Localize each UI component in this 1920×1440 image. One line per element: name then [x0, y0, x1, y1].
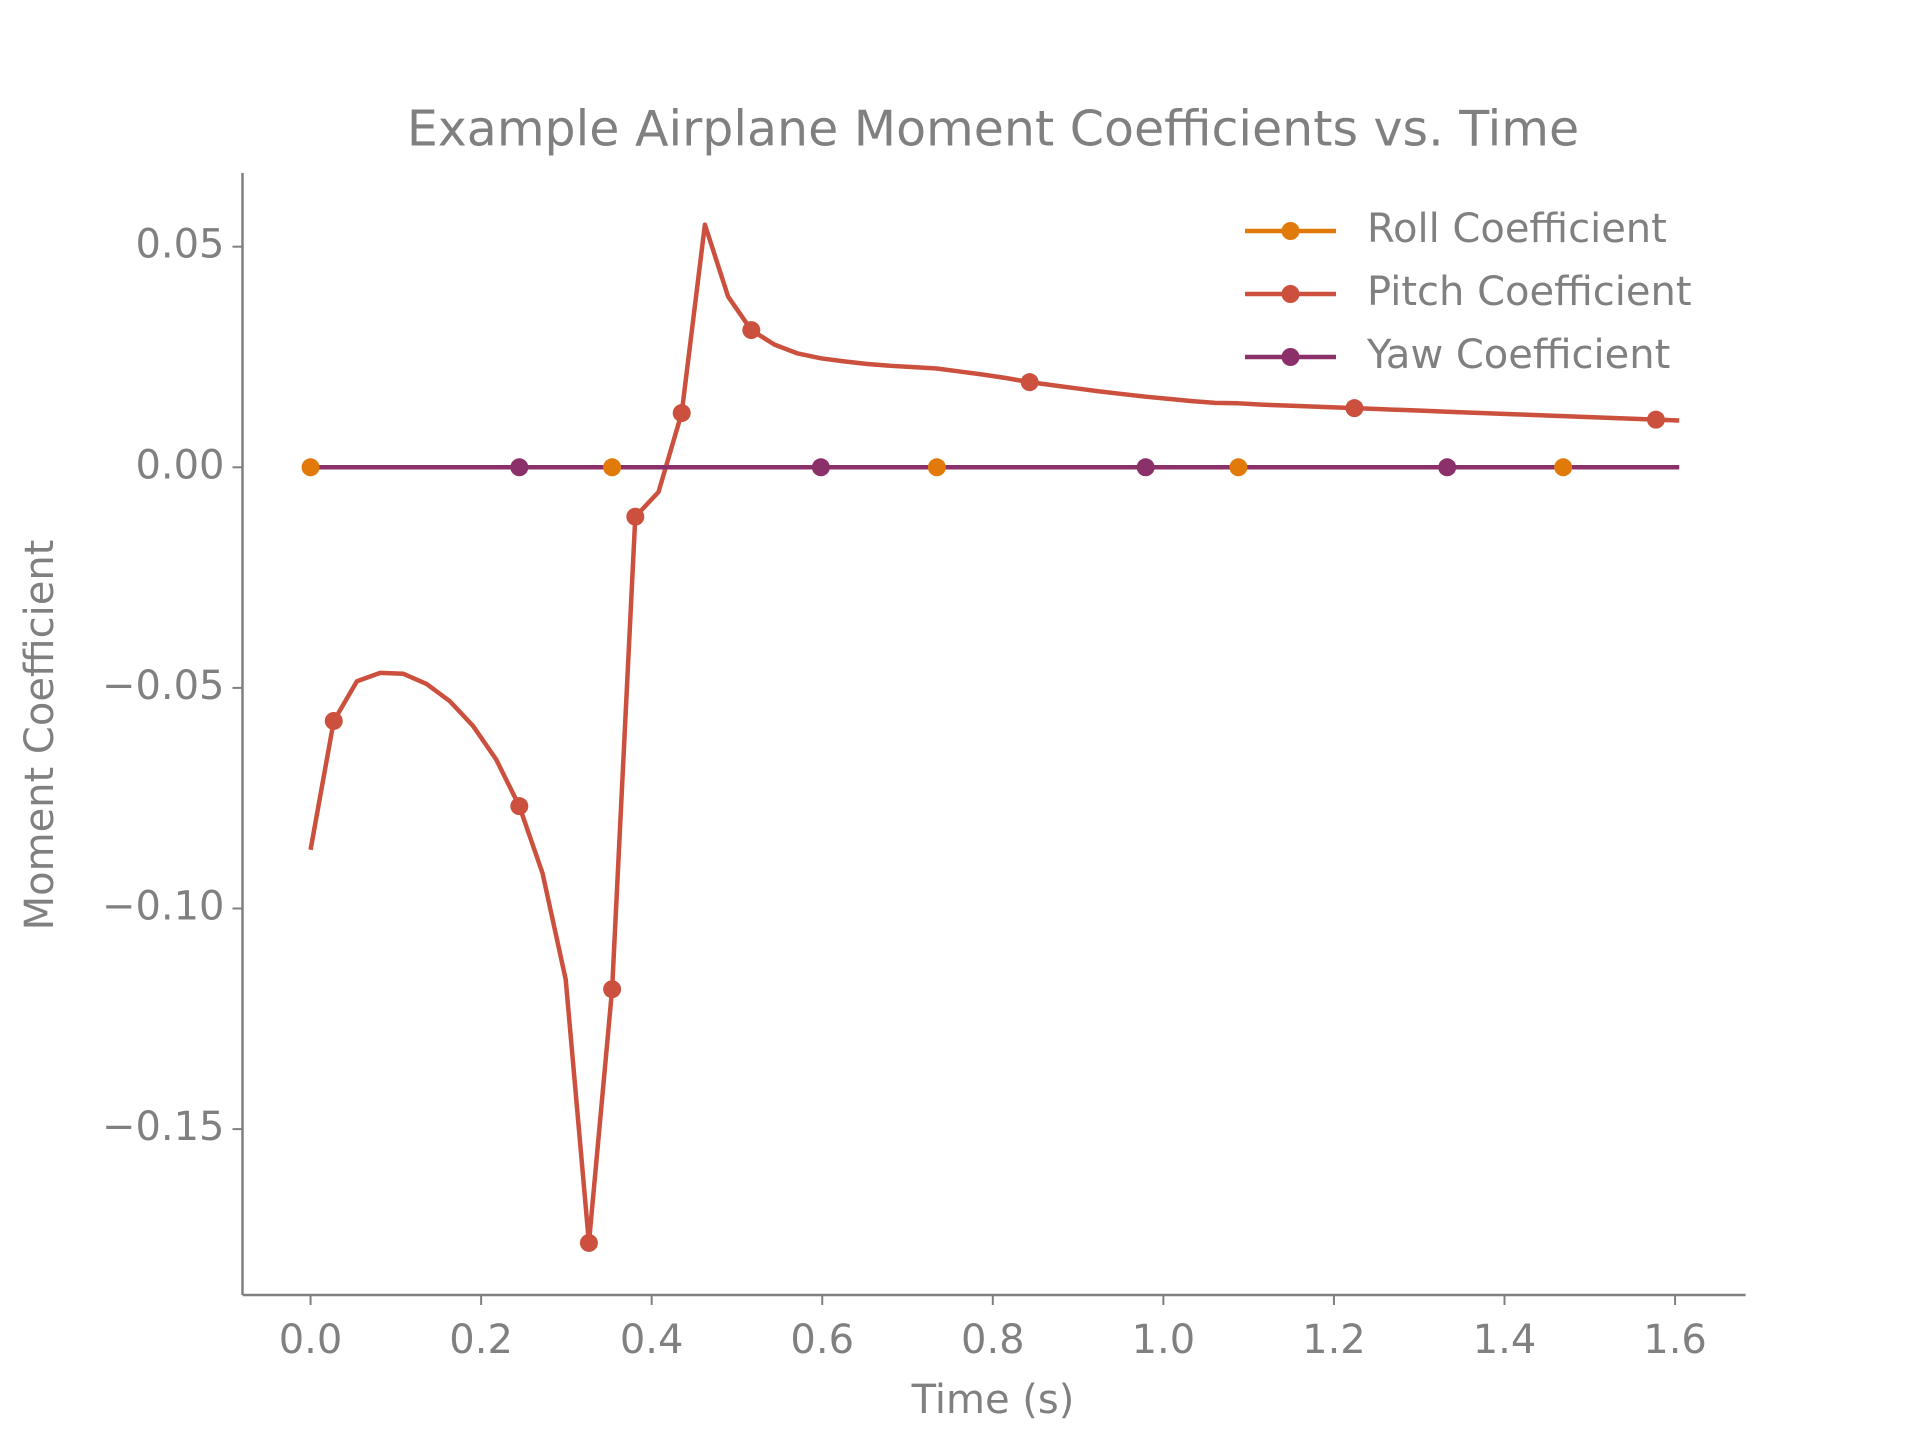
data-marker — [603, 980, 622, 999]
x-tick-label: 0.8 — [961, 1317, 1025, 1363]
data-marker — [603, 458, 622, 477]
series-line — [308, 222, 1680, 1246]
data-marker — [927, 458, 946, 477]
legend-marker — [1281, 348, 1300, 366]
legend-label: Pitch Coefficient — [1367, 269, 1692, 315]
data-marker — [742, 321, 761, 340]
x-tick-label: 1.6 — [1643, 1317, 1707, 1363]
x-tick-label: 0.6 — [790, 1317, 854, 1363]
y-tick-label: 0.05 — [135, 222, 224, 268]
data-marker — [1229, 458, 1248, 477]
chart-title: Example Airplane Moment Coefficients vs.… — [407, 101, 1579, 158]
data-marker — [510, 797, 529, 816]
x-tick-label: 0.2 — [449, 1317, 513, 1363]
data-marker — [626, 507, 645, 526]
y-axis-label: Moment Coefficient — [17, 540, 63, 931]
data-marker — [1554, 458, 1573, 477]
data-marker — [1438, 458, 1457, 477]
x-tick-label: 0.4 — [620, 1317, 684, 1363]
data-marker — [1020, 373, 1039, 392]
data-marker — [1136, 458, 1155, 477]
x-tick-label: 0.0 — [279, 1317, 343, 1363]
legend-marker — [1281, 222, 1300, 240]
x-tick-label: 1.2 — [1302, 1317, 1366, 1363]
legend-marker — [1281, 285, 1300, 303]
data-marker — [324, 711, 343, 730]
data-marker — [672, 404, 691, 423]
legend-label: Roll Coefficient — [1367, 206, 1667, 252]
data-marker — [510, 458, 529, 477]
y-tick-label: −0.10 — [102, 883, 225, 929]
data-marker — [811, 458, 830, 477]
legend-label: Yaw Coefficient — [1366, 332, 1670, 378]
y-tick-label: −0.05 — [102, 663, 225, 709]
data-marker — [1646, 410, 1665, 429]
data-marker — [301, 458, 320, 477]
y-tick-label: −0.15 — [102, 1104, 225, 1150]
y-tick-label: 0.00 — [135, 442, 224, 488]
x-axis-label: Time (s) — [911, 1377, 1075, 1423]
data-marker — [579, 1233, 598, 1252]
x-tick-label: 1.4 — [1473, 1317, 1537, 1363]
x-tick-label: 1.0 — [1132, 1317, 1196, 1363]
data-marker — [1345, 399, 1364, 418]
